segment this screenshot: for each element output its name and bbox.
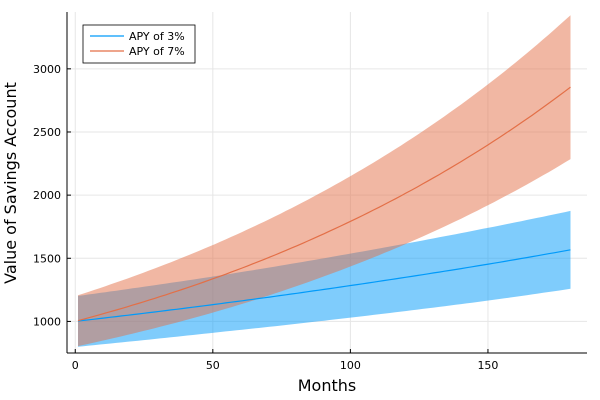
y-tick-label: 3000 — [33, 63, 61, 76]
tick-labels: 0 50 100 150 1000 1500 2000 2500 3000 — [33, 63, 498, 372]
confidence-bands — [78, 15, 571, 347]
y-tick-label: 1500 — [33, 252, 61, 265]
y-tick-label: 2000 — [33, 189, 61, 202]
legend-label-1: APY of 3% — [129, 30, 185, 43]
band-series-2 — [78, 15, 571, 347]
legend-label-2: APY of 7% — [129, 45, 185, 58]
x-tick-label: 50 — [206, 359, 220, 372]
line-series-1 — [77, 249, 571, 322]
y-axis-title: Value of Savings Account — [1, 82, 20, 284]
y-tick-label: 1000 — [33, 315, 61, 328]
x-tick-label: 150 — [477, 359, 498, 372]
x-axis-title: Months — [298, 376, 356, 395]
series-lines — [77, 86, 571, 322]
x-tick-label: 0 — [72, 359, 79, 372]
legend: APY of 3% APY of 7% — [82, 24, 196, 64]
y-tick-label: 2500 — [33, 126, 61, 139]
x-tick-label: 100 — [340, 359, 361, 372]
line-series-2 — [77, 86, 571, 322]
legend-box — [82, 24, 196, 64]
